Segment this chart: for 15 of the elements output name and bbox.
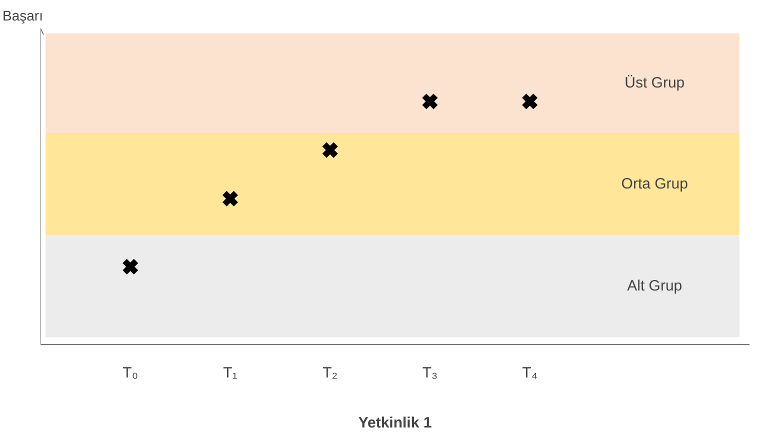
band-label: Alt Grup [627,278,682,295]
x-axis-title: Yetkinlik 1 [358,414,432,432]
band-label: Orta Grup [621,176,688,193]
text: Başarı [2,8,43,24]
point [122,258,140,276]
point [222,190,239,208]
band-label: Üst Grup [624,74,685,92]
x-tick-label: T₁ [223,364,238,382]
x-tick-label: T₃ [422,364,438,382]
x-tick-label: T₄ [522,364,538,382]
point [421,92,439,110]
x-tick-label: T₀ [122,364,138,382]
point [321,141,339,159]
point [521,92,538,110]
x-tick-label: T₂ [322,364,338,382]
